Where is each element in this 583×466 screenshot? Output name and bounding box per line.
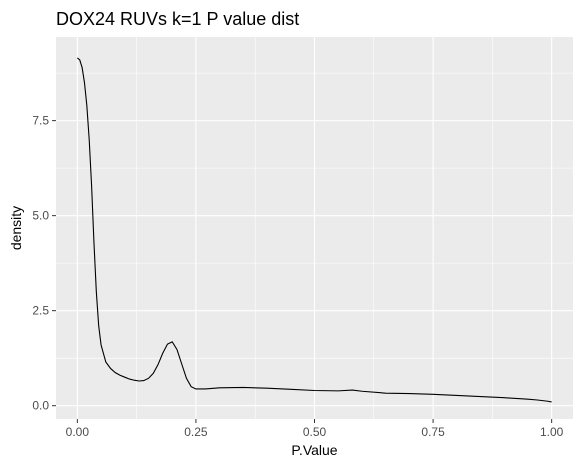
density-line [76,57,552,403]
x-axis: 0.00 0.25 0.50 0.75 1.00 [66,419,564,439]
x-tick-label: 0.00 [66,425,90,439]
major-gridlines [56,37,573,419]
y-tick-label: 0.0 [32,399,49,413]
y-axis-title: density [8,206,24,250]
x-tick-label: 0.50 [303,425,327,439]
y-tick-label: 7.5 [32,114,49,128]
x-tick-label: 0.25 [184,425,208,439]
y-tick-label: 2.5 [32,304,49,318]
chart-title: DOX24 RUVs k=1 P value dist [56,9,299,29]
y-axis: 0.0 2.5 5.0 7.5 [32,114,56,413]
y-tick-label: 5.0 [32,209,49,223]
x-axis-title: P.Value [291,442,337,458]
x-tick-label: 1.00 [540,425,564,439]
x-tick-label: 0.75 [421,425,445,439]
